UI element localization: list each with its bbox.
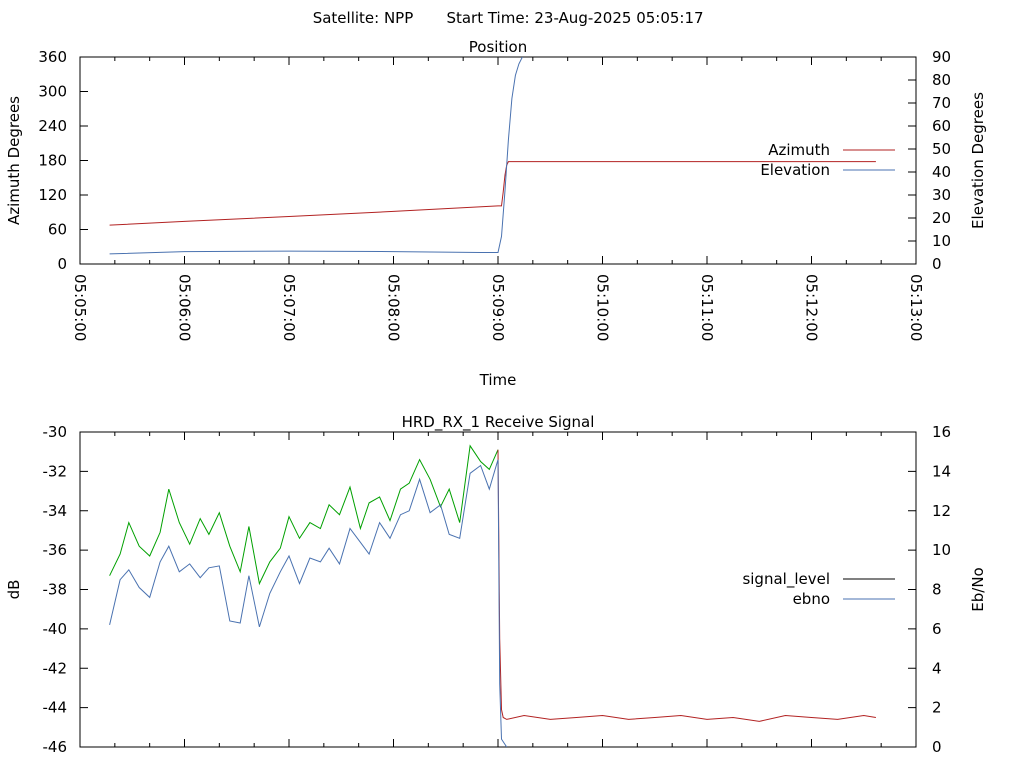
series-group [109,444,876,747]
y2-tick-label: 30 [932,186,951,204]
y2-tick-label: 10 [932,541,951,559]
legend-label: ebno [793,590,830,608]
y-tick-label: -44 [43,699,68,717]
x-tick-label: 05:13:00 [907,274,925,341]
y-tick-label: -40 [43,620,68,638]
y-tick-label: -46 [43,738,68,756]
y2-tick-label: 70 [932,94,951,112]
position-chart: Position 0 60 120 180 240 300 360 0 10 20 30 40 50 60 7… [5,38,987,389]
y2-tick-label: 6 [932,620,942,638]
legend-label: signal_level [742,570,830,589]
series-line-signal_level [109,444,499,586]
x-tick-label: 05:10:00 [594,274,612,341]
x-tick-label: 05:08:00 [385,274,403,341]
x-tick-label: 05:06:00 [176,274,194,341]
y-tick-label: -42 [43,659,68,677]
y-tick-label: 360 [38,48,67,66]
y2-tick-label: 2 [932,699,942,717]
y2-tick-label: 80 [932,71,951,89]
y2-axis-label: Elevation Degrees [969,92,987,229]
series-line-ebno [109,459,508,747]
y2-tick-label: 10 [932,232,951,250]
y-tick-label: 120 [38,186,67,204]
y-tick-label: -38 [43,581,68,599]
y2-axis-label: Eb/No [969,567,987,611]
y2-tick-label: 50 [932,140,951,158]
series-line-Azimuth [109,161,876,226]
series-line-Elevation [109,57,523,255]
y-axis-label: dB [5,580,23,600]
y-tick-label: 0 [57,255,67,273]
x-tick-label: 05:05:00 [71,274,89,341]
y2-tick-label: 12 [932,502,951,520]
y2-tick-label: 0 [932,738,942,756]
y2-tick-label: 40 [932,163,951,181]
y-tick-label: 300 [38,83,67,101]
y-tick-label: -30 [43,423,68,441]
y-tick-label: 240 [38,117,67,135]
receive-signal-chart: HRD_RX_1 Receive Signal -46 -44 -42 -40 -38 -3… [5,413,987,756]
series-line-signal_level [497,449,876,722]
x-axis-label: Time [479,371,517,389]
y2-tick-label: 14 [932,462,951,480]
start-time-label: Start Time: 23-Aug-2025 05:05:17 [446,9,703,27]
chart-title: Position [469,38,527,56]
y-tick-label: -36 [43,541,68,559]
y-tick-label: -34 [43,502,68,520]
x-tick-label: 05:12:00 [803,274,821,341]
x-tick-label: 05:11:00 [698,274,716,341]
chart-title: HRD_RX_1 Receive Signal [402,413,595,432]
y-tick-label: -32 [43,462,68,480]
x-tick-label: 05:07:00 [280,274,298,341]
x-tick-label: 05:09:00 [489,274,507,341]
y2-tick-label: 0 [932,255,942,273]
y-tick-label: 60 [48,221,67,239]
series-group [109,57,876,255]
y2-tick-label: 16 [932,423,951,441]
y-tick-label: 180 [38,152,67,170]
y-axis-label: Azimuth Degrees [5,96,23,225]
y2-tick-label: 4 [932,659,942,677]
satellite-label: Satellite: NPP [313,9,414,27]
y2-tick-label: 8 [932,581,942,599]
legend-label: Elevation [760,161,830,179]
y2-tick-label: 90 [932,48,951,66]
legend-label: Azimuth [768,141,830,159]
y2-tick-label: 20 [932,209,951,227]
y2-tick-label: 60 [932,117,951,135]
